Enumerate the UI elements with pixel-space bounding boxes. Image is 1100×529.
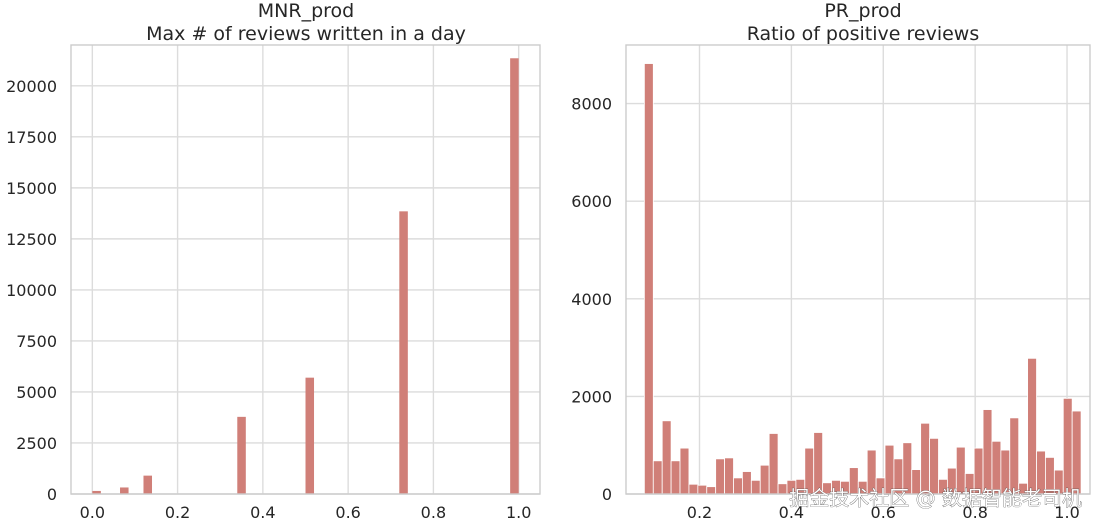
y-tick-label-mnr: 0 [47, 485, 57, 504]
chart-subtitle-mnr: Max # of reviews written in a day [146, 23, 466, 45]
panel-mnr-prod: MNR_prod Max # of reviews written in a d… [6, 0, 541, 522]
x-tick-label-mnr: 1.0 [506, 503, 531, 522]
histogram-bar-pr [1071, 410, 1082, 495]
x-tick-label-mnr: 0.2 [165, 503, 190, 522]
histogram-bar-mnr [237, 416, 246, 494]
histogram-bar-pr [724, 457, 734, 495]
chart-title-mnr: MNR_prod [258, 0, 354, 22]
histogram-bar-pr [652, 460, 663, 495]
chart-title-pr: PR_prod [824, 0, 901, 22]
plot-frame-pr [625, 44, 1091, 495]
histogram-bar-mnr [143, 475, 153, 494]
y-tick-label-mnr: 17500 [6, 128, 57, 147]
histogram-bar-pr [759, 464, 770, 495]
histogram-bar-pr [706, 486, 717, 495]
histogram-bar-pr [715, 458, 725, 495]
x-tick-label-mnr: 0.4 [250, 503, 275, 522]
y-tick-label-pr: 2000 [571, 387, 612, 406]
histogram-bar-pr [813, 432, 824, 495]
y-tick-label-mnr: 7500 [16, 332, 57, 351]
histogram-bar-pr [697, 484, 708, 495]
histogram-bar-pr [688, 483, 699, 495]
plot-area-pr [626, 45, 1090, 494]
watermark-text: 掘金技术社区 @ 数据智能老司机 [789, 486, 1082, 510]
histogram-bar-pr [920, 422, 930, 495]
histogram-bar-pr [733, 477, 743, 495]
histogram-bar-mnr [399, 211, 408, 494]
histogram-bar-pr [670, 460, 681, 495]
x-tick-label-pr: 0.4 [779, 503, 804, 522]
plot-frame-mnr [70, 44, 541, 495]
x-tick-label-mnr: 0.8 [421, 503, 446, 522]
histogram-bar-pr [982, 409, 993, 495]
y-tick-label-mnr: 15000 [6, 179, 57, 198]
x-tick-label-pr: 0.8 [962, 503, 987, 522]
histogram-bar-pr [750, 479, 761, 495]
x-tick-label-pr: 1.0 [1054, 503, 1079, 522]
histogram-bar-pr [679, 447, 690, 495]
x-tick-label-pr: 0.2 [687, 503, 712, 522]
x-tick-label-mnr: 0.0 [80, 503, 105, 522]
histogram-bar-pr [661, 420, 672, 495]
histogram-bar-mnr [120, 487, 129, 494]
histogram-bar-pr [742, 471, 752, 495]
y-tick-label-mnr: 10000 [6, 281, 57, 300]
histogram-bar-pr [643, 63, 654, 495]
x-tick-label-mnr: 0.6 [335, 503, 360, 522]
y-tick-label-mnr: 2500 [16, 434, 57, 453]
histogram-bar-mnr [305, 377, 315, 494]
histogram-bar-pr [777, 483, 788, 495]
histogram-bar-pr [1009, 417, 1020, 495]
histogram-bar-mnr [510, 58, 519, 495]
y-tick-label-pr: 0 [602, 485, 612, 504]
panel-pr-prod: PR_prod Ratio of positive reviews 0.2 0.4… [571, 0, 1091, 522]
y-tick-label-pr: 4000 [571, 290, 612, 309]
y-tick-label-mnr: 5000 [16, 383, 57, 402]
histogram-bar-pr [768, 433, 779, 495]
chart-subtitle-pr: Ratio of positive reviews [747, 23, 979, 45]
y-tick-label-mnr: 20000 [6, 77, 57, 96]
y-tick-label-pr: 8000 [571, 95, 612, 114]
histogram-bar-pr [1027, 357, 1037, 495]
y-tick-label-pr: 6000 [571, 192, 612, 211]
histogram-bar-mnr [92, 490, 101, 494]
histogram-bar-pr [1062, 397, 1073, 495]
x-tick-label-pr: 0.6 [871, 503, 896, 522]
y-tick-label-mnr: 12500 [6, 230, 57, 249]
